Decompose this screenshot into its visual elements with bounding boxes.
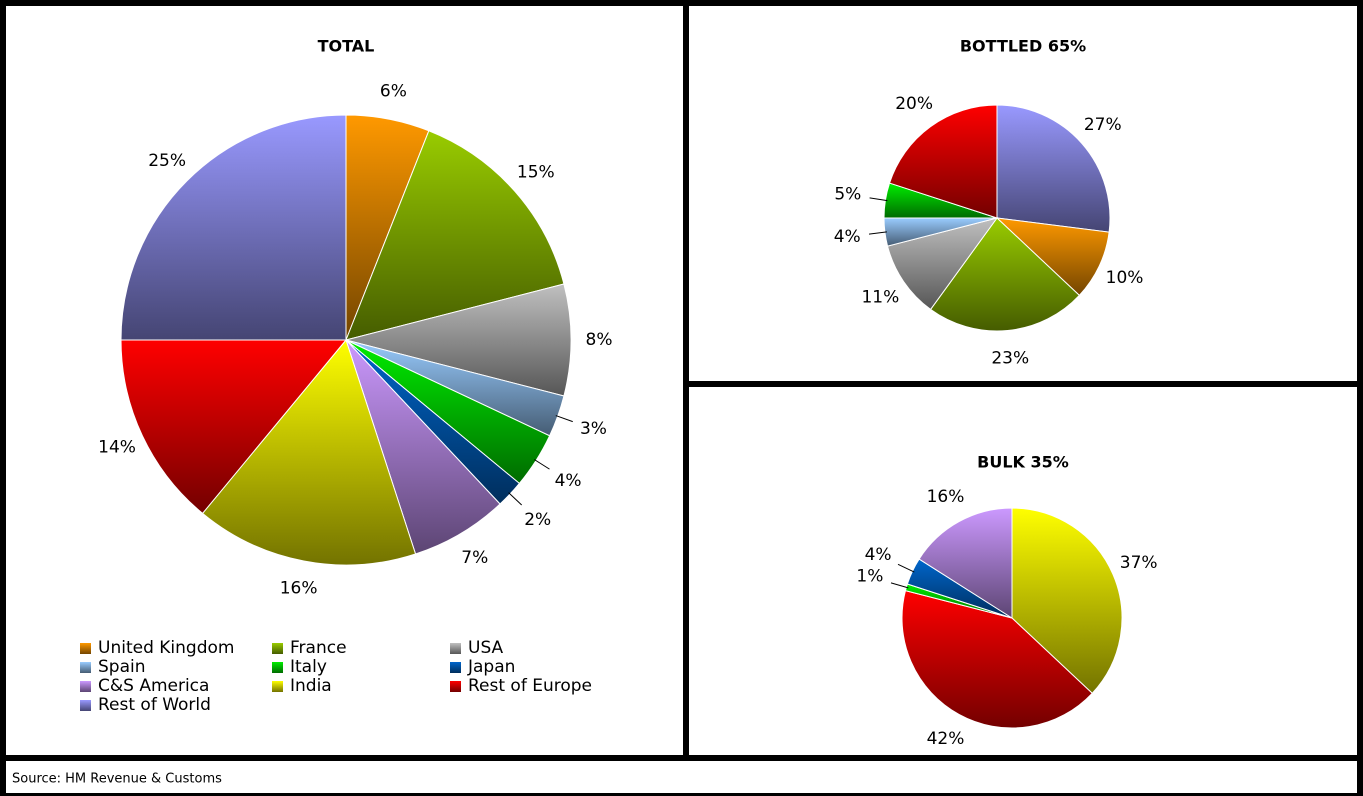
data-label: 11%	[861, 287, 899, 307]
slice	[929, 217, 1081, 332]
legend-swatch	[450, 662, 461, 673]
slice	[886, 217, 999, 311]
data-label: 23%	[991, 348, 1029, 368]
legend-swatch	[272, 643, 283, 654]
slice	[995, 217, 1110, 297]
data-label: 8%	[586, 330, 613, 350]
source: Source: HM Revenue & Customs	[12, 772, 222, 787]
slice	[888, 104, 998, 219]
data-label: 2%	[524, 510, 551, 530]
legend-label: C&S America	[98, 676, 209, 696]
data-label: 42%	[927, 729, 965, 749]
slice	[120, 114, 347, 341]
slice	[120, 339, 348, 515]
data-label: 3%	[580, 419, 607, 439]
chart-title: BULK 35%	[977, 453, 1069, 472]
legend-label: United Kingdom	[98, 638, 234, 658]
slice	[201, 338, 417, 566]
data-label: 15%	[517, 163, 555, 183]
leader-line	[534, 459, 550, 470]
data-label: 27%	[1084, 115, 1122, 135]
legend-label: India	[290, 676, 332, 696]
legend-swatch	[450, 643, 461, 654]
slice	[345, 283, 572, 397]
legend-label: Italy	[290, 657, 327, 677]
data-label: 37%	[1120, 553, 1158, 573]
data-label: 25%	[148, 151, 186, 171]
legend-label: Rest of Europe	[468, 676, 592, 696]
data-label: 4%	[555, 471, 582, 491]
legend-swatch	[450, 681, 461, 692]
leader-line	[869, 197, 888, 202]
leader-line	[508, 492, 523, 506]
data-label: 10%	[1106, 268, 1144, 288]
legend-label: Spain	[98, 657, 146, 677]
data-label: 14%	[98, 438, 136, 458]
slice	[1011, 507, 1123, 695]
slice	[918, 507, 1013, 619]
data-label: 6%	[380, 81, 407, 101]
legend-swatch	[80, 700, 91, 711]
slice	[996, 104, 1111, 233]
leader-line	[897, 563, 915, 573]
leader-line	[890, 582, 909, 589]
data-label: 4%	[865, 545, 892, 565]
leader-line	[555, 415, 573, 423]
data-label: 7%	[461, 548, 488, 568]
legend-swatch	[80, 643, 91, 654]
data-label: 1%	[856, 567, 883, 587]
data-label: 16%	[927, 487, 965, 507]
legend-label: USA	[468, 638, 504, 658]
chart-title: BOTTLED 65%	[960, 37, 1086, 56]
legend-swatch	[80, 662, 91, 673]
data-label: 4%	[834, 227, 861, 247]
legend-label: Rest of World	[98, 695, 211, 715]
chart-title: TOTAL	[318, 37, 375, 56]
legend-swatch	[272, 662, 283, 673]
slice	[901, 590, 1093, 729]
legend-label: France	[290, 638, 347, 658]
panel-source	[6, 761, 1357, 793]
data-label: 5%	[834, 184, 861, 204]
legend-swatch	[272, 681, 283, 692]
leader-line	[868, 231, 887, 235]
legend-swatch	[80, 681, 91, 692]
legend-label: Japan	[467, 657, 515, 677]
data-label: 16%	[280, 579, 318, 599]
slice	[345, 130, 565, 341]
data-label: 20%	[895, 94, 933, 114]
